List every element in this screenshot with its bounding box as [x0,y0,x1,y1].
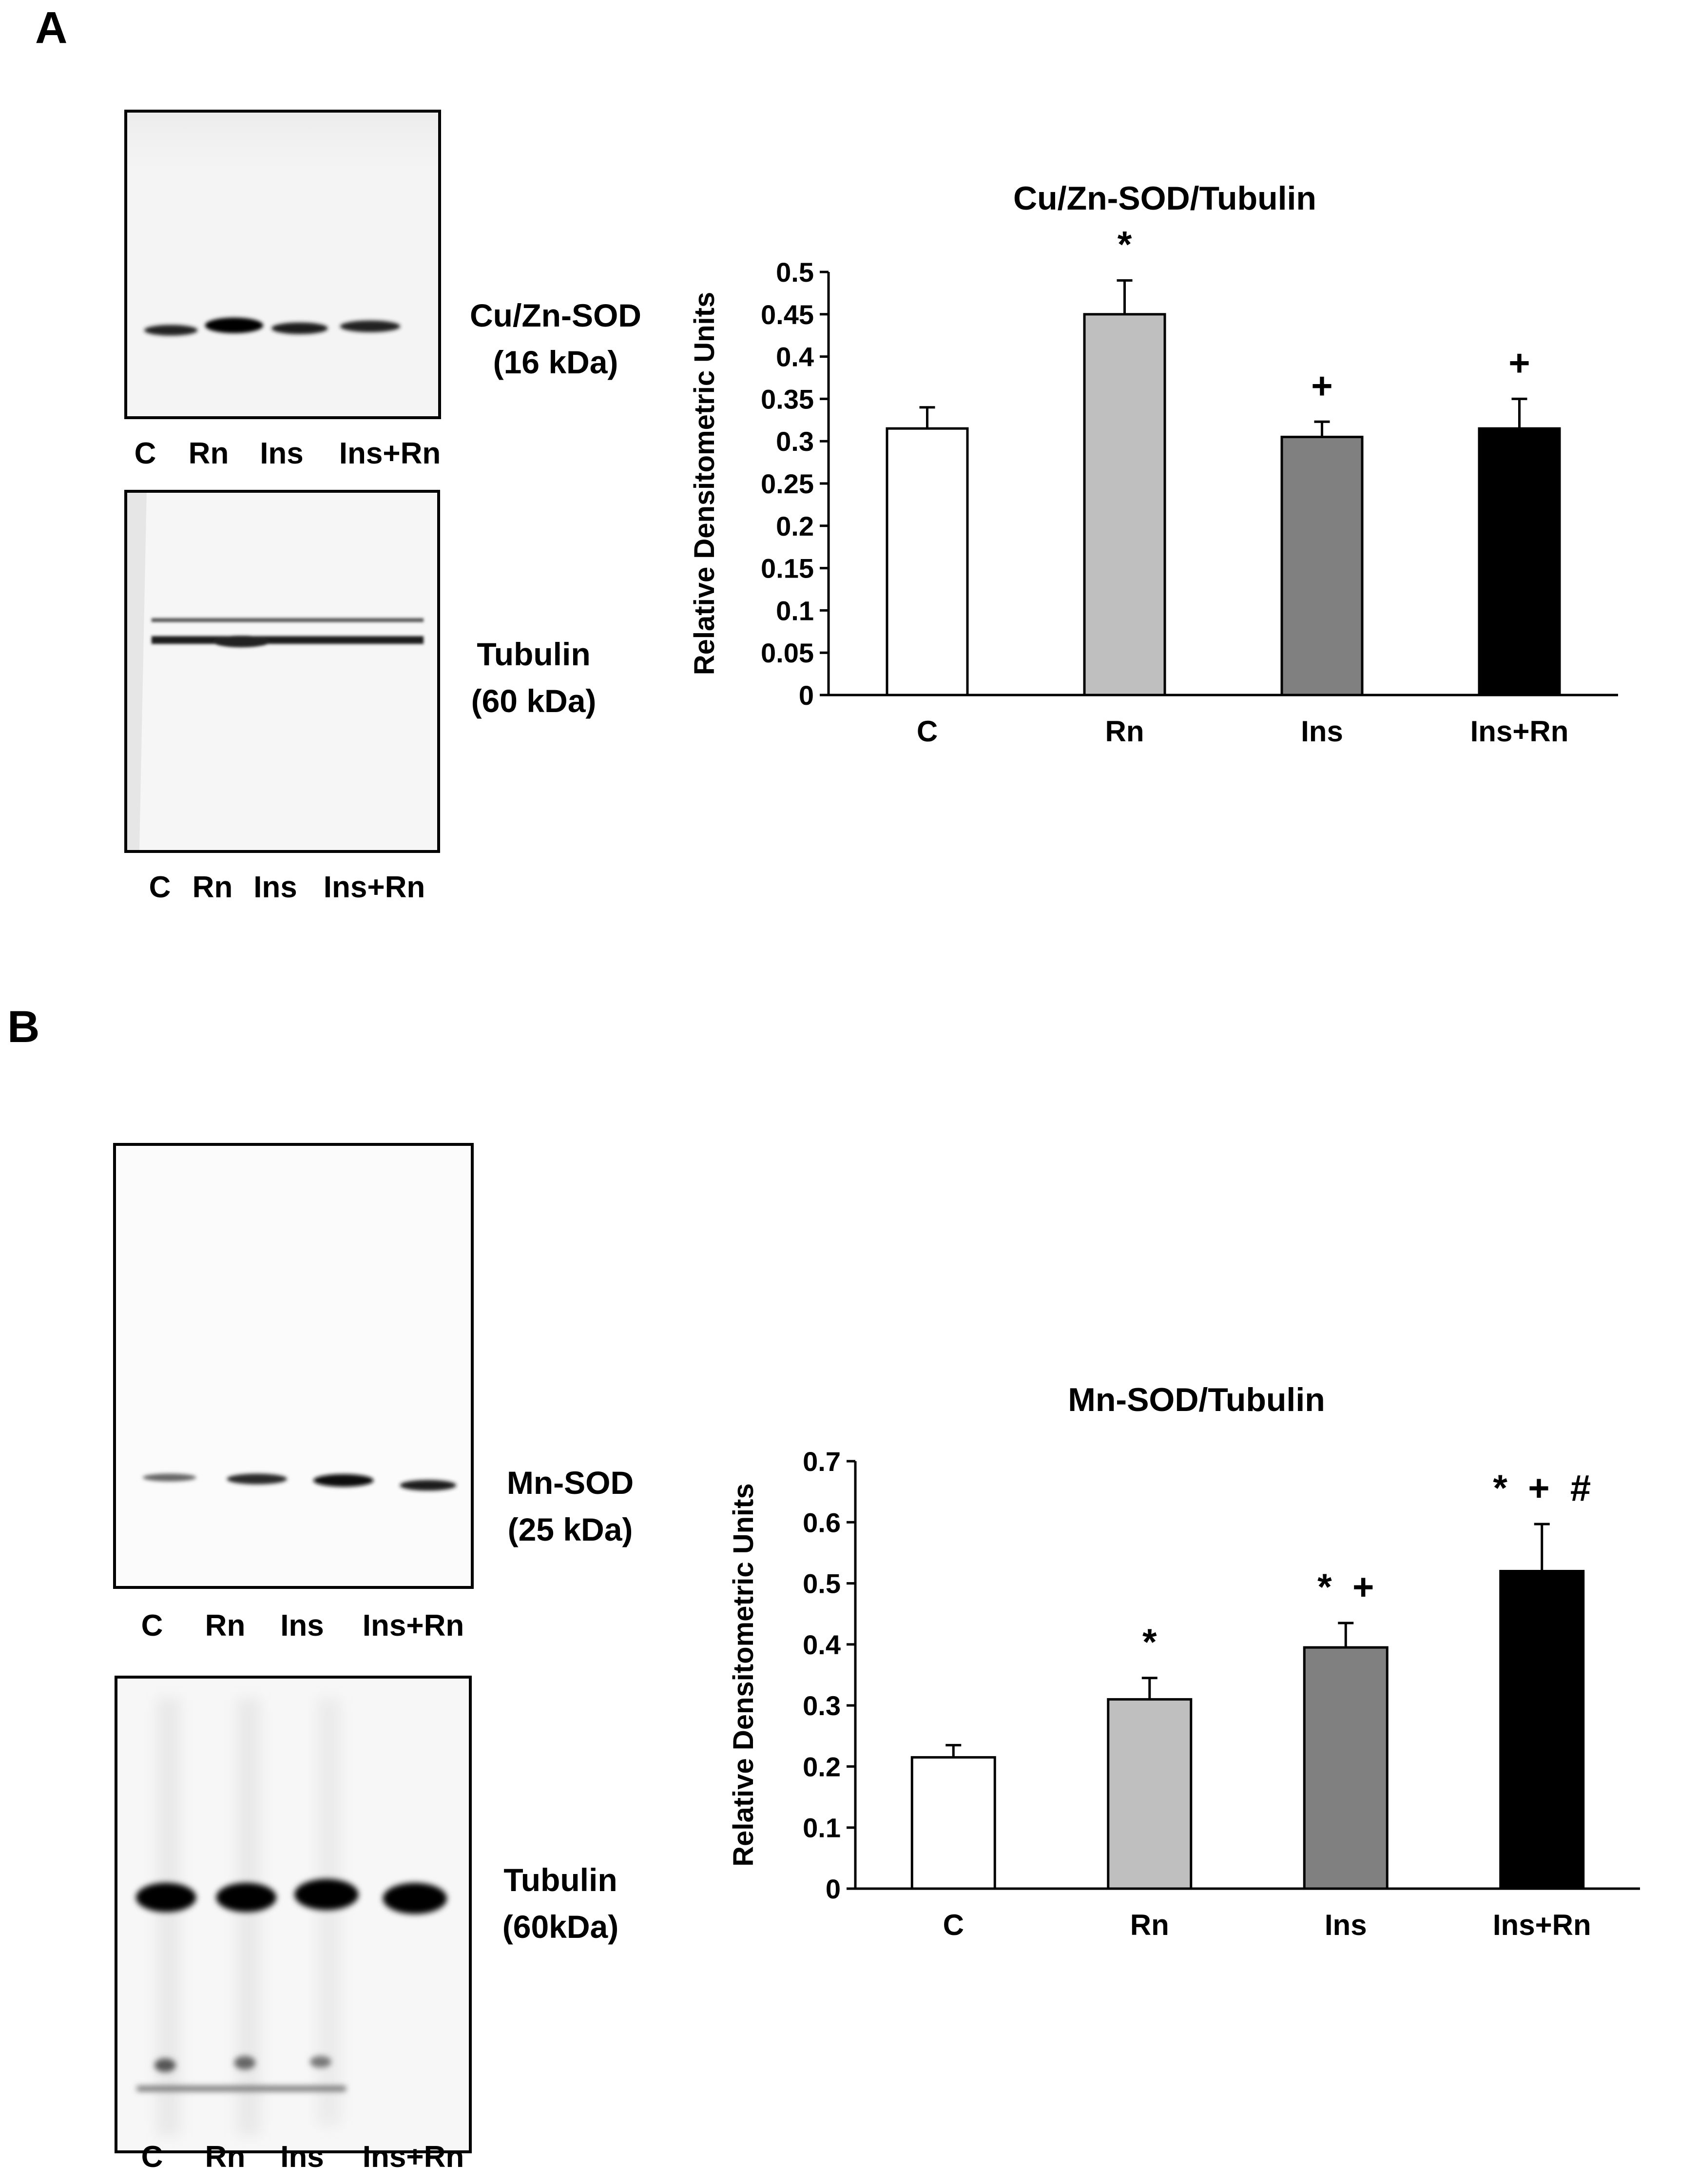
y-tick-label: 0.5 [776,257,814,288]
western-blot-tubulin-a [124,490,440,853]
lane-label: Rn [205,1609,246,1643]
chart-title: Cu/Zn-SOD/Tubulin [1013,180,1316,217]
x-tick-label: Rn [1105,715,1144,748]
lane-labels-tubulin-a: C Rn Ins Ins+Rn [0,870,487,909]
x-tick-label: C [917,715,938,748]
y-tick-label: 0.4 [803,1629,841,1660]
x-tick-label: Ins+Rn [1493,1909,1591,1941]
significance-marker: + [1508,342,1530,384]
y-tick-label: 0.2 [776,511,814,541]
lane-label: Ins+Rn [339,437,441,470]
bar [1107,1698,1193,1890]
y-tick-label: 0 [799,680,814,711]
lane-label: Ins+Rn [323,870,425,904]
bar-chart-cuzn-sod: Cu/Zn-SOD/Tubulin Relative Densitometric … [689,180,1618,748]
significance-marker: * [1142,1622,1157,1663]
y-tick-label: 0.35 [761,384,814,414]
panel-letter-a: A [35,3,68,53]
molecular-weight: (60 kDa) [471,682,597,719]
significance-marker: + [1311,365,1332,406]
lane-label: C [141,2140,163,2174]
blot-label-mn-sod: Mn-SOD (25 kDa) [492,1460,648,1553]
lane-label: C [149,870,171,904]
bar [1083,313,1166,696]
lane-label: Ins [280,1609,324,1643]
lane-label: Ins [253,870,297,904]
y-tick-label: 0.15 [761,553,814,584]
lane-label: Ins+Rn [362,2140,464,2174]
lane-label: Ins [260,437,304,470]
blot-label-tubulin-b: Tubulin (60kDa) [492,1857,629,1950]
y-tick-label: 0 [826,1874,841,1904]
bar [1303,1646,1389,1890]
y-tick-label: 0.6 [803,1507,841,1538]
blot-label-cuzn-sod: Cu/Zn-SOD (16 kDa) [465,292,646,386]
molecular-weight: (60kDa) [502,1908,619,1945]
x-tick-label: C [943,1909,964,1941]
y-tick-label: 0.1 [776,595,814,626]
panel-letter-b: B [7,1002,40,1052]
lane-labels-cuzn-sod: C Rn Ins Ins+Rn [0,436,487,475]
x-tick-label: Rn [1130,1909,1169,1941]
lane-label: C [141,1609,163,1643]
bar [910,1756,996,1890]
lane-labels-tubulin-b: C Rn Ins Ins+Rn [0,2140,512,2179]
molecular-weight: (25 kDa) [507,1511,633,1547]
y-tick-label: 0.25 [761,468,814,499]
y-tick-label: 0.05 [761,638,814,668]
significance-marker: * + # [1493,1468,1591,1509]
lane-label: C [134,437,156,470]
lane-label: Rn [192,870,233,904]
bar [1499,1570,1585,1890]
y-tick-label: 0.1 [803,1813,841,1843]
y-tick-label: 0.45 [761,299,814,330]
x-tick-label: Ins [1301,715,1343,748]
y-tick-label: 0.4 [776,342,814,372]
western-blot-mn-sod [113,1143,474,1589]
protein-name: Cu/Zn-SOD [470,297,641,333]
protein-name: Tubulin [477,636,591,672]
lane-label: Rn [188,437,229,470]
y-tick-label: 0.3 [803,1690,841,1721]
bar [1280,436,1364,696]
y-axis-label: Relative Densitometric Units [728,1483,759,1866]
lane-label: Ins+Rn [362,1609,464,1643]
y-tick-label: 0.7 [803,1446,841,1477]
bar [886,427,969,696]
y-tick-label: 0.5 [803,1568,841,1599]
lane-label: Ins [280,2140,324,2174]
lane-labels-mn-sod: C Rn Ins Ins+Rn [0,1608,512,1647]
molecular-weight: (16 kDa) [493,344,618,380]
western-blot-cuzn-sod [124,110,441,419]
protein-name: Tubulin [503,1862,617,1898]
significance-marker: * [1118,224,1132,265]
western-blot-tubulin-b [115,1676,472,2153]
y-tick-label: 0.3 [776,426,814,457]
x-tick-label: Ins [1325,1909,1367,1941]
significance-marker: * + [1317,1566,1374,1608]
lane-label: Rn [205,2140,246,2174]
x-tick-label: Ins+Rn [1470,715,1569,748]
protein-name: Mn-SOD [506,1465,634,1501]
y-tick-label: 0.2 [803,1751,841,1782]
y-axis-label: Relative Densitometric Units [689,292,720,675]
blot-label-tubulin-a: Tubulin (60 kDa) [461,631,607,724]
chart-title: Mn-SOD/Tubulin [1068,1381,1325,1418]
